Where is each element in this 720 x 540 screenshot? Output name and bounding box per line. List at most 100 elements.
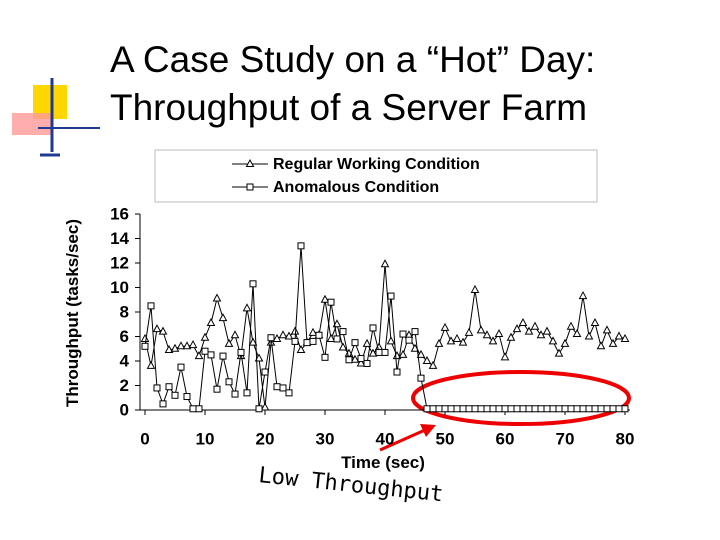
- marker-triangle: [350, 354, 360, 363]
- marker-square: [159, 400, 167, 408]
- marker-triangle: [464, 327, 474, 336]
- marker-square: [279, 384, 287, 392]
- marker-square: [621, 405, 629, 413]
- y-tick-label: 2: [120, 376, 129, 395]
- marker-triangle: [146, 360, 156, 369]
- marker-square: [291, 337, 299, 345]
- highlight-ellipse: [411, 370, 631, 426]
- marker-square: [147, 302, 155, 310]
- y-axis-label: Throughput (tasks/sec): [63, 219, 82, 407]
- marker-square: [537, 405, 545, 413]
- marker-triangle: [296, 344, 306, 353]
- marker-square: [435, 405, 443, 413]
- marker-triangle: [398, 349, 408, 358]
- marker-square: [597, 405, 605, 413]
- x-tick-label: 40: [376, 429, 395, 448]
- marker-square: [405, 336, 413, 344]
- marker-triangle: [548, 336, 558, 345]
- marker-triangle: [230, 330, 240, 339]
- x-tick-label: 30: [316, 429, 335, 448]
- y-tick-label: 14: [110, 229, 129, 248]
- x-tick-label: 10: [196, 429, 215, 448]
- marker-triangle: [554, 348, 564, 357]
- legend-label: Regular Working Condition: [273, 156, 480, 173]
- marker-square: [351, 339, 359, 347]
- marker-triangle: [218, 313, 228, 322]
- marker-triangle: [572, 328, 582, 338]
- marker-triangle: [386, 336, 396, 345]
- title: A Case Study on a “Hot” Day:: [110, 39, 595, 80]
- marker-square: [465, 405, 473, 413]
- x-tick-label: 0: [140, 429, 149, 448]
- x-axis-label: Time (sec): [341, 453, 425, 472]
- marker-triangle: [368, 348, 378, 357]
- marker-square: [423, 405, 431, 413]
- x-tick-label: 80: [616, 429, 635, 448]
- marker-square: [333, 335, 341, 343]
- marker-square: [153, 384, 161, 392]
- marker-square: [243, 389, 251, 397]
- marker-triangle: [518, 317, 528, 327]
- arrow: [379, 428, 426, 452]
- marker-square: [315, 331, 323, 339]
- marker-square: [183, 393, 191, 401]
- marker-square: [579, 405, 587, 413]
- marker-square: [303, 339, 311, 347]
- y-tick-label: 4: [120, 351, 130, 370]
- marker-square: [141, 342, 149, 350]
- marker-triangle: [482, 330, 492, 339]
- marker-triangle: [542, 326, 552, 335]
- marker-square: [525, 405, 533, 413]
- marker-square: [309, 337, 317, 345]
- marker-triangle: [422, 355, 432, 364]
- marker-triangle: [206, 317, 216, 327]
- marker-triangle: [164, 344, 174, 353]
- marker-triangle: [512, 324, 522, 333]
- y-tick-label: 0: [120, 400, 129, 419]
- marker-triangle: [152, 324, 162, 333]
- marker-triangle: [308, 327, 318, 336]
- legend-marker: [245, 158, 255, 167]
- marker-triangle: [248, 337, 258, 346]
- marker-triangle: [176, 341, 186, 350]
- y-tick-label: 6: [120, 327, 129, 346]
- marker-square: [231, 390, 239, 398]
- x-tick-label: 50: [436, 429, 455, 448]
- marker-triangle: [188, 340, 198, 349]
- x-tick-label: 60: [496, 429, 515, 448]
- marker-triangle: [506, 332, 516, 341]
- marker-triangle: [578, 291, 588, 300]
- marker-square: [543, 405, 551, 413]
- marker-square: [213, 385, 221, 393]
- marker-square: [603, 405, 611, 413]
- marker-square: [285, 389, 293, 397]
- marker-square: [429, 405, 437, 413]
- marker-triangle: [278, 330, 288, 339]
- marker-triangle: [590, 317, 600, 327]
- marker-square: [585, 405, 593, 413]
- marker-square: [483, 405, 491, 413]
- marker-square: [369, 324, 377, 332]
- marker-square: [363, 359, 371, 367]
- marker-square: [273, 383, 281, 391]
- marker-square: [387, 292, 395, 300]
- marker-square: [573, 405, 581, 413]
- marker-triangle: [380, 259, 390, 268]
- y-tick-label: 10: [110, 278, 129, 297]
- marker-square: [591, 405, 599, 413]
- arrow-head: [420, 424, 436, 437]
- marker-square: [267, 334, 275, 342]
- marker-triangle: [170, 343, 180, 352]
- marker-triangle: [254, 353, 264, 362]
- marker-triangle: [284, 331, 294, 340]
- marker-square: [447, 405, 455, 413]
- marker-square: [417, 374, 425, 382]
- marker-triangle: [194, 351, 204, 360]
- marker-square: [201, 347, 209, 355]
- x-tick-label: 20: [256, 429, 275, 448]
- marker-triangle: [470, 284, 480, 293]
- marker-triangle: [530, 321, 540, 330]
- marker-square: [339, 328, 347, 336]
- legend-label: Anomalous Condition: [273, 179, 439, 196]
- marker-square: [171, 391, 179, 399]
